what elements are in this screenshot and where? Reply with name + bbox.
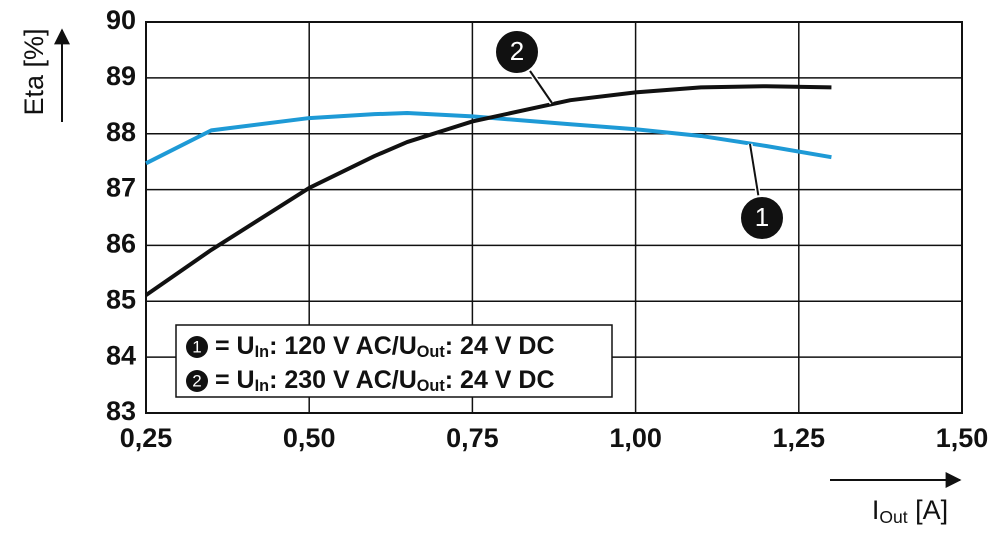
series-line	[144, 84, 832, 297]
y-tick-label: 86	[106, 229, 136, 259]
callout-circle	[494, 29, 540, 75]
y-tick-label: 83	[106, 396, 136, 426]
y-tick-label: 84	[106, 340, 136, 370]
y-axis-label: Eta [%]	[19, 28, 49, 115]
x-tick-label: 0,75	[446, 423, 499, 453]
callout-label: 1	[755, 202, 769, 232]
y-tick-label: 89	[106, 61, 136, 91]
legend-box	[175, 324, 613, 398]
plot-frame	[145, 21, 963, 414]
legend-marker-label: 1	[192, 337, 201, 356]
callout-label: 2	[510, 36, 524, 66]
legend-label: = UIn: 120 V AC/UOut: 24 V DC	[215, 332, 555, 362]
x-tick-label: 1,00	[609, 423, 662, 453]
y-tick-label: 88	[106, 117, 136, 147]
x-tick-label: 0,50	[283, 423, 336, 453]
legend-marker	[186, 336, 208, 358]
callout-circle	[739, 195, 785, 241]
y-tick-label: 87	[106, 173, 136, 203]
legend-marker	[186, 370, 208, 392]
x-axis-label: IOut [A]	[872, 495, 948, 527]
y-tick-label: 90	[106, 5, 136, 35]
x-tick-label: 0,25	[120, 423, 173, 453]
legend-label: = UIn: 230 V AC/UOut: 24 V DC	[215, 366, 555, 396]
legend-marker-label: 2	[192, 371, 201, 390]
x-tick-label: 1,50	[936, 423, 989, 453]
x-tick-label: 1,25	[773, 423, 826, 453]
series-line	[145, 111, 832, 166]
y-tick-label: 85	[106, 284, 136, 314]
